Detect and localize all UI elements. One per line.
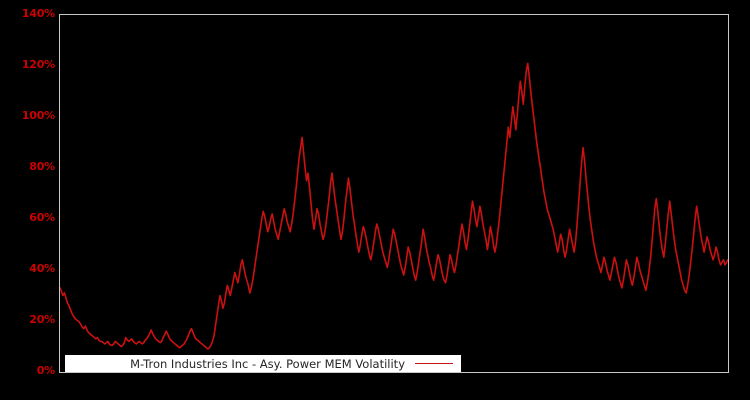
legend-entry-label: M-Tron Industries Inc - Asy. Power MEM V… xyxy=(130,356,405,371)
y-axis-tick-0: 0% xyxy=(36,364,55,377)
y-axis-tick-20: 20% xyxy=(29,313,55,326)
y-axis-tick-60: 60% xyxy=(29,211,55,224)
volatility-line xyxy=(60,62,728,350)
y-axis-tick-140: 140% xyxy=(21,7,55,20)
y-axis-tick-40: 40% xyxy=(29,262,55,275)
plot-area xyxy=(59,14,729,373)
series-line-svg xyxy=(60,62,728,350)
y-axis-tick-80: 80% xyxy=(29,160,55,173)
y-axis-tick-100: 100% xyxy=(21,109,55,122)
chart-legend: M-Tron Industries Inc - Asy. Power MEM V… xyxy=(65,355,461,372)
legend-line-swatch xyxy=(415,363,453,364)
y-axis-tick-120: 120% xyxy=(21,58,55,71)
y-axis-tick-labels: 140% 120% 100% 80% 60% 40% 20% 0% xyxy=(0,0,55,400)
